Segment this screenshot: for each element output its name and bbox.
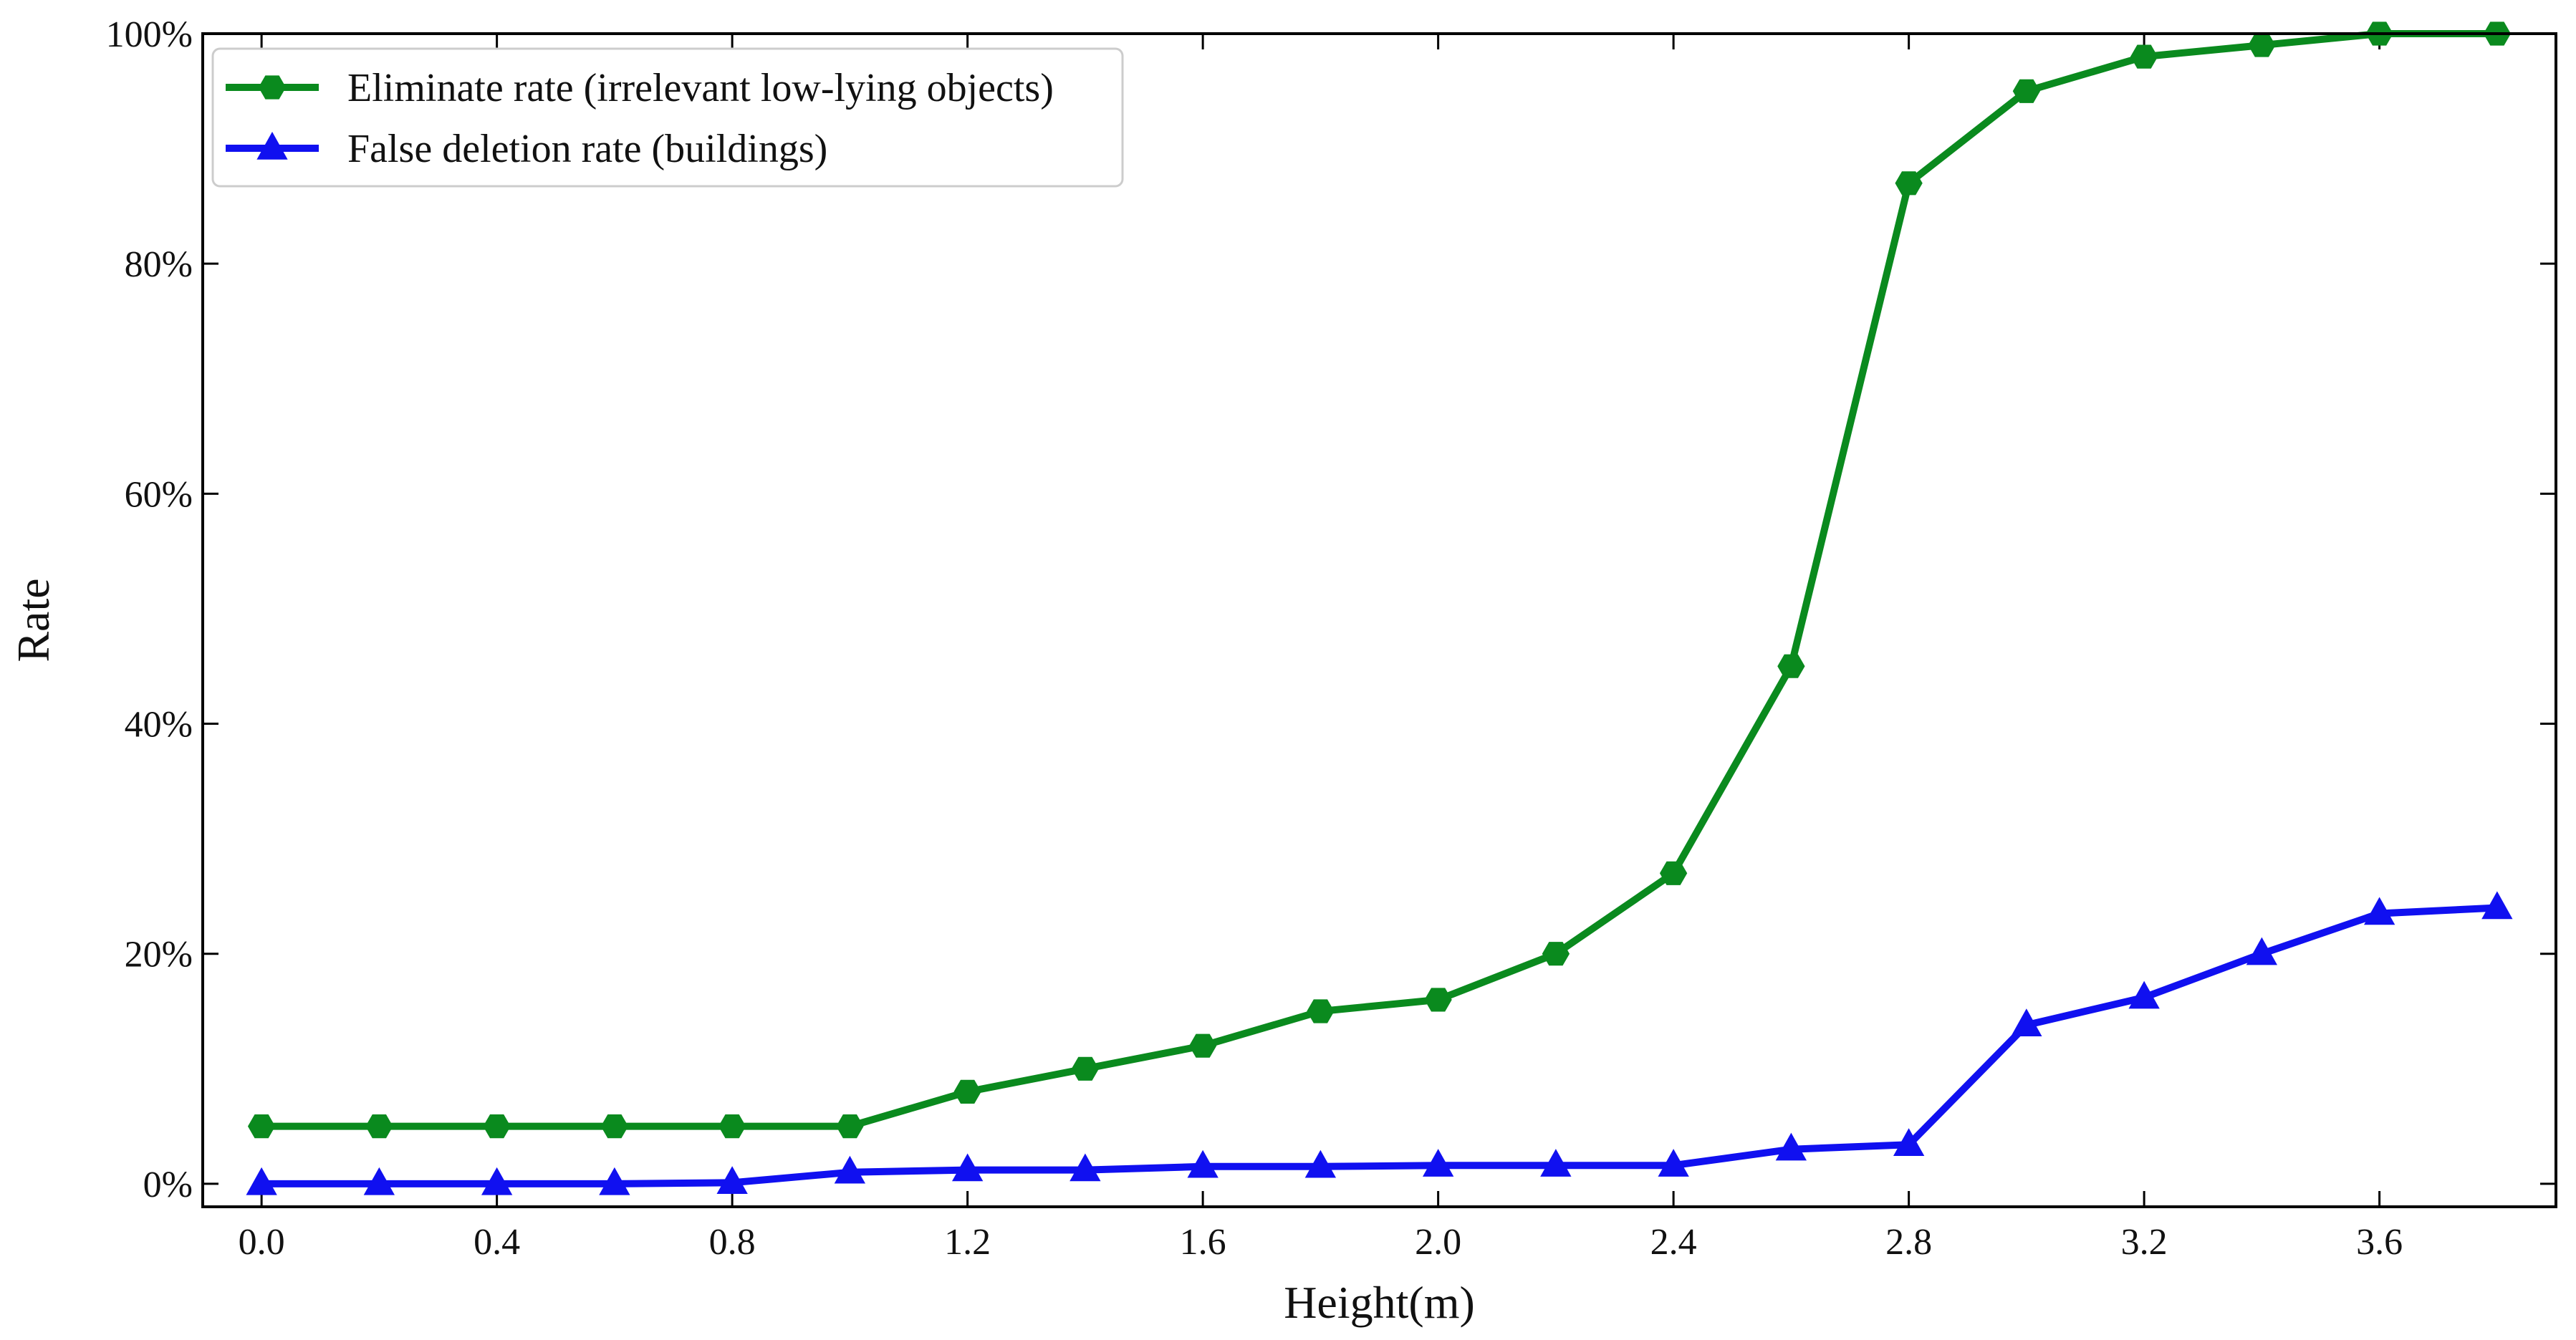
data-point [599, 1167, 630, 1195]
data-point [1304, 1149, 1337, 1178]
x-tick-label: 2.0 [1415, 1222, 1461, 1263]
data-point [1070, 1153, 1101, 1182]
data-point [363, 1167, 395, 1195]
data-point [1187, 1149, 1219, 1178]
data-point [834, 1155, 866, 1184]
data-point [1071, 1056, 1100, 1081]
data-point [2481, 891, 2513, 920]
data-point [1659, 861, 1688, 885]
x-tick-label: 2.8 [1885, 1222, 1932, 1263]
data-point [2363, 897, 2395, 925]
y-tick-label: 0% [143, 1165, 193, 1205]
legend-marker-false-deletion-rate [256, 131, 288, 160]
x-tick-label: 1.6 [1180, 1222, 1226, 1263]
data-point [2130, 44, 2158, 69]
legend-marker-eliminate-rate [258, 75, 287, 100]
data-point [2128, 980, 2160, 1009]
data-point [247, 1114, 276, 1139]
x-tick-label: 0.0 [239, 1222, 285, 1263]
y-tick-label: 100% [106, 14, 193, 55]
x-tick-label: 2.4 [1650, 1222, 1697, 1263]
y-axis-label: Rate [8, 578, 59, 662]
data-point [1895, 171, 1923, 196]
legend-entry-eliminate-rate: Eliminate rate (irrelevant low-lying obj… [226, 66, 1054, 110]
legend-marker-shape [258, 75, 287, 100]
series-line [261, 30, 2497, 1130]
x-axis-label: Height(m) [1284, 1277, 1475, 1328]
data-point [1424, 988, 1452, 1012]
data-point [951, 1153, 984, 1182]
axis-ticks [203, 32, 2556, 1207]
data-point [718, 1114, 746, 1139]
data-point [1307, 999, 1335, 1023]
data-point [2012, 79, 2041, 103]
tick-labels: 0.0 0.4 0.8 1.2 1.6 2.0 2.4 2.8 3.2 3.6 0% 20% 40% 60… [106, 14, 2403, 1263]
legend-box [211, 47, 1124, 188]
data-point [1775, 1132, 1807, 1161]
data-point [481, 1167, 513, 1195]
x-tick-label: 0.8 [709, 1222, 756, 1263]
x-tick-label: 1.2 [944, 1222, 991, 1263]
data-point [716, 1166, 748, 1194]
series-line [261, 904, 2498, 1187]
x-tick-label: 3.2 [2121, 1222, 2168, 1263]
legend-marker-shape [256, 131, 288, 160]
y-tick-label: 40% [125, 705, 193, 746]
data-point [1540, 1149, 1572, 1177]
legend-label-false-deletion-rate: False deletion rate (buildings) [347, 127, 827, 171]
y-tick-label: 20% [125, 935, 193, 975]
data-point [836, 1114, 864, 1139]
series-false-deletion-rate [246, 891, 2513, 1195]
data-point [1658, 1149, 1689, 1177]
data-point [1893, 1128, 1925, 1156]
data-point [365, 1114, 393, 1139]
data-point [1422, 1149, 1454, 1177]
data-point [1777, 654, 1805, 678]
plot-frame [201, 32, 2557, 1208]
series-eliminate-rate [247, 21, 2512, 1139]
legend-label-eliminate-rate: Eliminate rate (irrelevant low-lying obj… [347, 66, 1054, 110]
data-point [2246, 937, 2278, 965]
y-tick-label: 80% [125, 244, 193, 285]
data-point [1188, 1033, 1217, 1058]
data-point [2011, 1008, 2042, 1036]
x-tick-label: 0.4 [474, 1222, 520, 1263]
data-point [1542, 942, 1570, 966]
y-tick-label: 60% [125, 474, 193, 515]
legend-entry-false-deletion-rate: False deletion rate (buildings) [226, 127, 827, 171]
series-layer [246, 21, 2513, 1195]
data-point [483, 1114, 511, 1139]
x-tick-label: 3.6 [2356, 1222, 2403, 1263]
data-point [246, 1167, 277, 1195]
data-point [2248, 33, 2276, 57]
data-point [953, 1079, 981, 1104]
legend: Eliminate rate (irrelevant low-lying obj… [211, 47, 1124, 188]
data-point [600, 1114, 629, 1139]
